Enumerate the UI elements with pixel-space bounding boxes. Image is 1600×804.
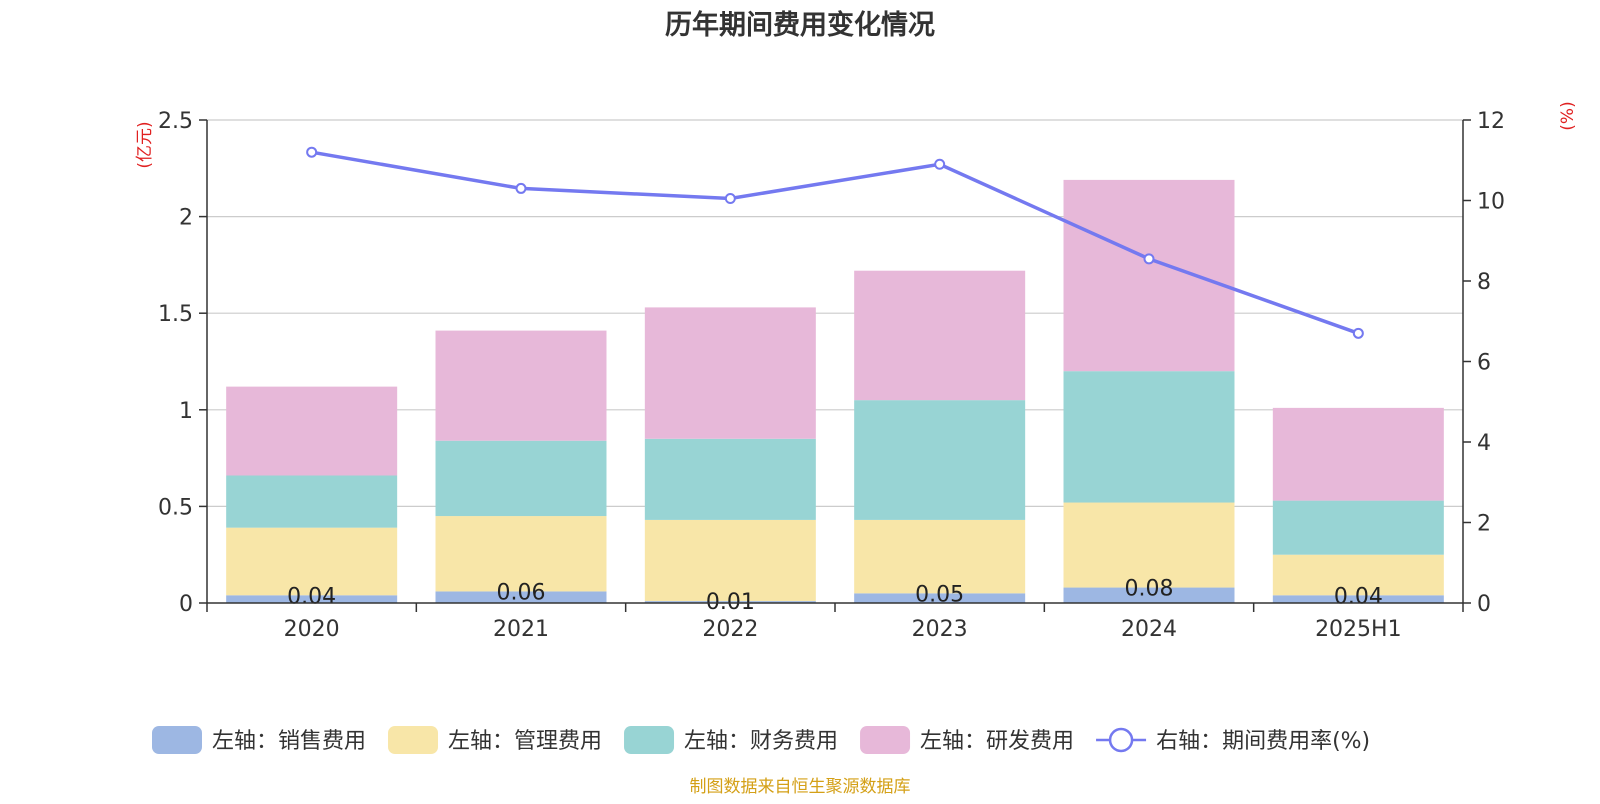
bar-segment bbox=[435, 440, 607, 517]
bar-series-group bbox=[226, 179, 1444, 603]
bar-segment bbox=[435, 516, 607, 592]
bar-segment bbox=[1272, 595, 1444, 603]
line-series-group bbox=[306, 146, 1364, 339]
bar-segment bbox=[854, 400, 1026, 520]
line-point bbox=[934, 158, 946, 170]
left-axis-tick-label: 2.5 bbox=[158, 109, 193, 134]
x-axis-tick-label: 2023 bbox=[912, 617, 968, 642]
bar-segment bbox=[854, 270, 1026, 401]
left-axis-tick-label: 1.5 bbox=[158, 302, 193, 327]
data-label: 0.06 bbox=[497, 580, 546, 605]
legend-label: 左轴：管理费用 bbox=[448, 729, 602, 754]
legend-label: 左轴：销售费用 bbox=[212, 729, 366, 754]
left-axis-tick-label: 2 bbox=[179, 206, 193, 231]
bar-segment bbox=[644, 438, 816, 520]
bar-segment bbox=[644, 519, 816, 602]
data-label: 0.08 bbox=[1125, 577, 1174, 602]
legend-label: 左轴：研发费用 bbox=[920, 729, 1074, 754]
right-axis-tick-label: 8 bbox=[1477, 270, 1491, 295]
legend-swatch bbox=[860, 726, 911, 754]
left-axis-unit-label: (亿元) bbox=[135, 121, 155, 168]
line-point bbox=[1352, 327, 1364, 339]
x-axis-tick-label: 2021 bbox=[493, 617, 549, 642]
right-axis-tick-label: 12 bbox=[1477, 109, 1505, 134]
legend-label: 右轴：期间费用率(%) bbox=[1156, 729, 1370, 754]
bar-segment bbox=[854, 519, 1026, 594]
axes-group: 0 0.5 1 1.5 2 2.5 0 2 4 6 8 10 12 2020 2021 2022 2023 202… bbox=[158, 109, 1505, 642]
bar-segment bbox=[644, 601, 816, 603]
right-axis-tick-label: 0 bbox=[1477, 592, 1491, 617]
legend-item[interactable]: 左轴：财务费用 bbox=[624, 726, 838, 754]
legend-item[interactable]: 右轴：期间费用率(%) bbox=[1096, 727, 1370, 754]
legend[interactable]: 左轴：销售费用 左轴：管理费用 左轴：财务费用 左轴：研发费用 右轴：期间费用率(%) bbox=[152, 726, 1370, 754]
x-axis-tick-label: 2024 bbox=[1121, 617, 1177, 642]
line-series bbox=[311, 150, 1359, 335]
line-point bbox=[306, 146, 318, 158]
legend-swatch bbox=[152, 726, 202, 754]
bar-segment bbox=[1063, 587, 1235, 603]
line-point bbox=[515, 182, 527, 194]
line-point bbox=[724, 192, 736, 204]
right-axis-tick-label: 6 bbox=[1477, 351, 1491, 376]
right-axis-unit-label: (%) bbox=[1558, 101, 1578, 130]
left-axis-tick-label: 0 bbox=[179, 592, 193, 617]
right-axis-tick-label: 4 bbox=[1477, 431, 1491, 456]
line-point bbox=[1143, 253, 1155, 265]
bar-segment bbox=[1272, 407, 1444, 501]
bar-segment bbox=[644, 307, 816, 439]
bar-segment bbox=[1063, 371, 1235, 503]
legend-item[interactable]: 左轴：管理费用 bbox=[388, 726, 602, 754]
bar-segment bbox=[1063, 179, 1235, 372]
left-axis-tick-label: 0.5 bbox=[158, 495, 193, 520]
bar-segment bbox=[854, 593, 1026, 603]
legend-item[interactable]: 左轴：研发费用 bbox=[860, 726, 1074, 754]
x-axis-tick-label: 2022 bbox=[702, 617, 758, 642]
right-axis-tick-label: 10 bbox=[1477, 190, 1505, 215]
bar-segment bbox=[226, 595, 398, 603]
bar-segment bbox=[226, 386, 398, 476]
legend-label: 左轴：财务费用 bbox=[684, 729, 838, 754]
bar-segment bbox=[226, 475, 398, 528]
data-label: 0.04 bbox=[1334, 584, 1383, 609]
data-label: 0.04 bbox=[287, 584, 336, 609]
x-axis-tick-label: 2020 bbox=[284, 617, 340, 642]
x-axis-tick-label: 2025H1 bbox=[1315, 617, 1402, 642]
bar-segment bbox=[1272, 500, 1444, 555]
legend-swatch bbox=[388, 726, 439, 754]
legend-swatch bbox=[624, 726, 675, 754]
legend-marker bbox=[1108, 727, 1134, 753]
right-axis-tick-label: 2 bbox=[1477, 512, 1491, 537]
chart-title: 历年期间费用变化情况 bbox=[665, 9, 935, 41]
source-note: 制图数据来自恒生聚源数据库 bbox=[690, 777, 911, 797]
bar-segment bbox=[1272, 554, 1444, 596]
bar-segment bbox=[226, 527, 398, 596]
gridlines bbox=[207, 119, 1463, 507]
left-axis-tick-label: 1 bbox=[179, 399, 193, 424]
bar-segment bbox=[1063, 502, 1235, 588]
legend-item[interactable]: 左轴：销售费用 bbox=[152, 726, 366, 754]
bar-segment bbox=[435, 591, 607, 603]
bar-segment bbox=[435, 330, 607, 441]
